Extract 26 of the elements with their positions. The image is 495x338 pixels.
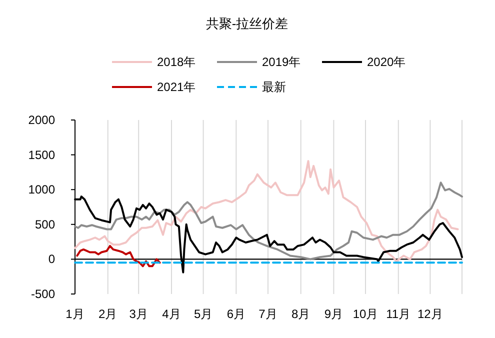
x-tick-label: 7月 — [258, 307, 278, 321]
chart-title: 共聚-拉丝价差 — [206, 16, 288, 31]
legend-label: 2021年 — [157, 80, 196, 94]
legend-label: 2018年 — [157, 55, 196, 69]
y-tick-label: 0 — [48, 252, 56, 266]
legend-label: 2020年 — [367, 55, 406, 69]
y-tick-label: 1500 — [28, 148, 56, 162]
x-tick-label: 11月 — [386, 307, 411, 321]
line-series — [76, 244, 161, 268]
x-tick-label: 2月 — [98, 307, 118, 321]
x-tick-label: 6月 — [226, 307, 246, 321]
line-series — [74, 160, 459, 262]
y-tick-label: 1000 — [28, 182, 56, 197]
x-tick-label: 5月 — [194, 307, 213, 321]
legend-label: 最新 — [262, 80, 286, 94]
x-tick-label: 1月 — [66, 307, 84, 321]
x-tick-label: 10月 — [352, 307, 378, 321]
x-tick-label: 3月 — [129, 307, 148, 321]
y-tick-label: -500 — [30, 287, 56, 301]
y-tick-label: 2000 — [28, 113, 56, 127]
x-tick-label: 9月 — [324, 307, 344, 321]
x-tick-label: 12月 — [418, 307, 443, 321]
x-tick-label: 8月 — [291, 307, 310, 321]
x-tick-label: 4月 — [162, 307, 181, 321]
legend-label: 2019年 — [262, 55, 301, 69]
y-tick-label: 500 — [34, 217, 56, 232]
